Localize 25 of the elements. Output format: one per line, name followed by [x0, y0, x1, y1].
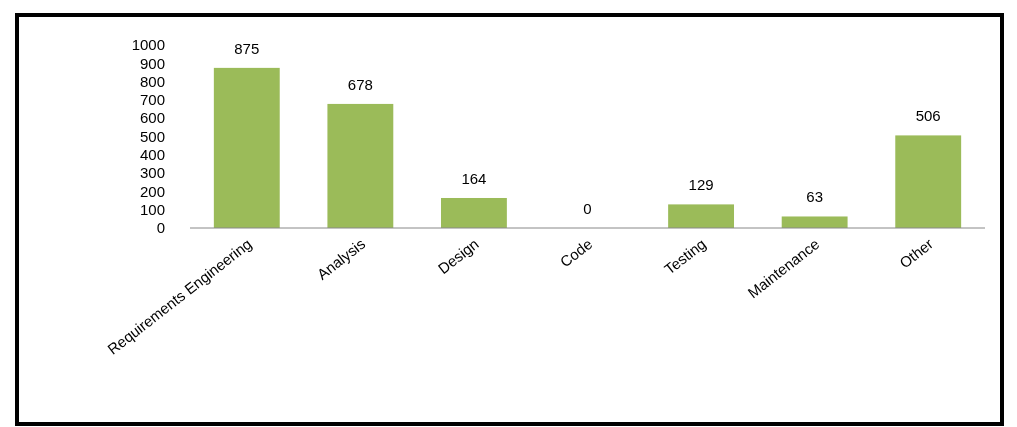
data-label: 164	[461, 169, 487, 187]
data-label: 678	[347, 75, 373, 93]
y-tick-label: 200	[139, 182, 165, 200]
x-tick-label: Code	[556, 234, 596, 271]
y-tick-label: 100	[139, 200, 165, 218]
bar	[440, 197, 507, 228]
y-tick-label: 1000	[131, 36, 165, 54]
bar	[327, 103, 394, 228]
data-label: 63	[806, 188, 823, 206]
y-tick-label: 300	[139, 164, 165, 182]
data-label: 129	[688, 176, 714, 194]
bar	[781, 216, 848, 228]
y-tick-label: 0	[156, 219, 165, 237]
y-tick-label: 500	[139, 127, 165, 145]
data-label: 875	[234, 39, 260, 57]
bar	[895, 135, 962, 228]
bar	[668, 204, 735, 228]
bar	[213, 67, 280, 228]
data-label: 506	[915, 107, 941, 125]
y-tick-label: 900	[139, 54, 165, 72]
y-tick-label: 700	[139, 91, 165, 109]
data-label: 0	[583, 200, 592, 217]
y-tick-label: 800	[139, 72, 165, 90]
y-tick-label: 600	[139, 109, 165, 127]
y-tick-label: 400	[139, 146, 165, 164]
